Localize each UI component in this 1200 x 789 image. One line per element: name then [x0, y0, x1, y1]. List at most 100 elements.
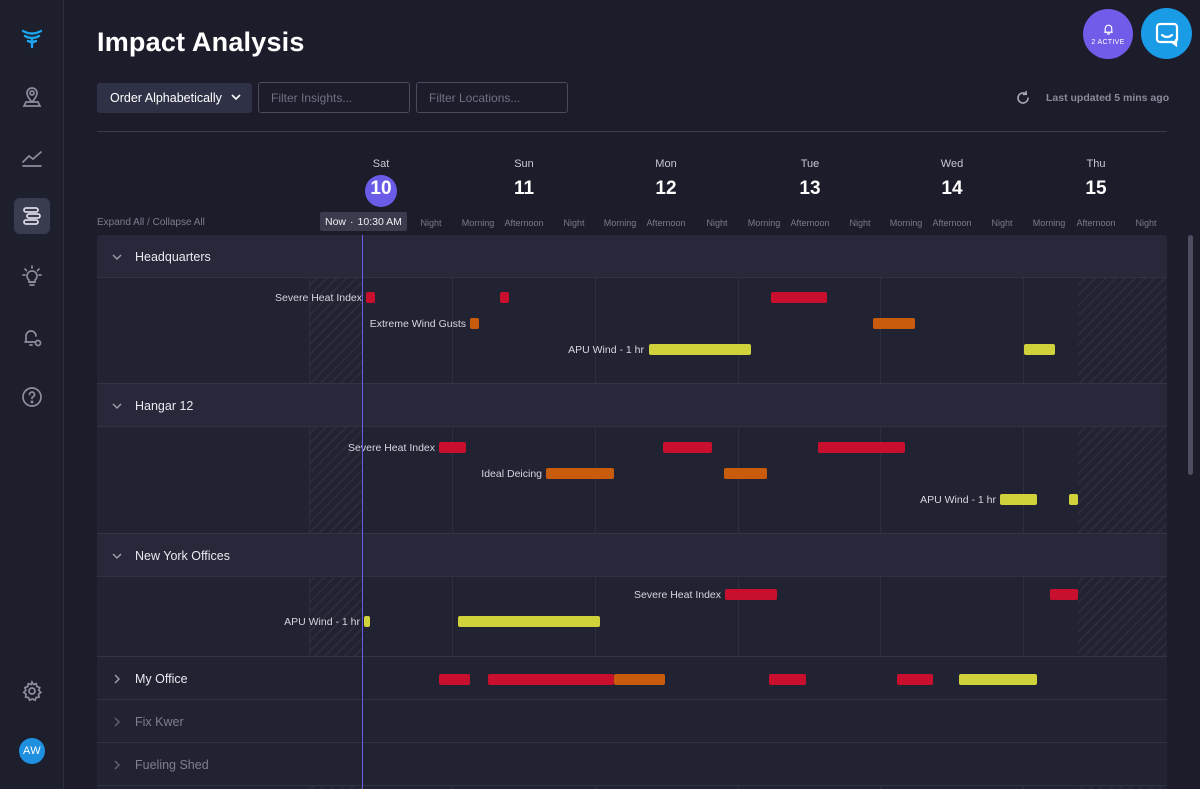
now-separator: · [350, 215, 354, 228]
impact-bar[interactable] [470, 318, 479, 329]
day-name: Sun [514, 158, 534, 170]
impact-bar[interactable] [364, 616, 370, 627]
insight-label: Ideal Deicing [481, 468, 542, 480]
order-select[interactable]: Order Alphabetically [97, 83, 252, 113]
expand-collapse-link[interactable]: Expand All / Collapse All [97, 217, 205, 228]
group-header-fueling-shed[interactable]: Fueling Shed [97, 743, 1167, 786]
grid-line [738, 235, 739, 789]
day-number: 12 [655, 178, 677, 199]
period-label: Night [420, 218, 442, 228]
group-name: My Office [135, 672, 188, 686]
impact-bar[interactable] [500, 292, 509, 303]
insight-label: Severe Heat Index [275, 292, 362, 304]
impact-bar[interactable] [959, 674, 1037, 685]
day-number: 14 [941, 178, 963, 199]
insight-label: APU Wind - 1 hr [920, 494, 996, 506]
help-icon[interactable] [14, 379, 50, 415]
period-label: Afternoon [790, 218, 830, 228]
alert-settings-icon[interactable] [14, 319, 50, 355]
impact-bar[interactable] [873, 318, 915, 329]
impact-bar[interactable] [649, 344, 751, 355]
impact-bar[interactable] [458, 616, 600, 627]
impact-bar[interactable] [439, 442, 466, 453]
impact-bar[interactable] [614, 674, 665, 685]
impact-bar[interactable] [1050, 589, 1078, 600]
period-label: Afternoon [932, 218, 972, 228]
group-name: New York Offices [135, 549, 230, 563]
insight-label: Severe Heat Index [348, 442, 435, 454]
trending-chart-icon[interactable] [14, 139, 50, 175]
impact-bar[interactable] [724, 468, 767, 479]
group-name: Fueling Shed [135, 758, 209, 772]
impact-bar[interactable] [769, 674, 806, 685]
order-select-label: Order Alphabetically [110, 91, 222, 105]
timeline-icon[interactable] [14, 198, 50, 234]
period-label: Night [706, 218, 728, 228]
impact-bar[interactable] [897, 674, 933, 685]
group-header-my-office[interactable]: My Office [97, 657, 1167, 700]
impact-bar[interactable] [771, 292, 827, 303]
chevron-down-icon [231, 94, 241, 101]
period-label: Morning [603, 218, 637, 228]
now-indicator-label: Now · 10:30 AM [320, 212, 407, 231]
group-header-new-york-offices[interactable]: New York Offices [97, 534, 1167, 577]
active-alerts-button[interactable]: 2 ACTIVE [1083, 9, 1133, 59]
impact-bar[interactable] [546, 468, 614, 479]
insight-label: Extreme Wind Gusts [369, 318, 466, 330]
chevron-right-icon [114, 674, 121, 684]
period-label: Night [991, 218, 1013, 228]
day-name: Mon [655, 158, 677, 170]
settings-icon[interactable] [14, 673, 50, 709]
day-name: Wed [940, 158, 964, 170]
chevron-right-icon [114, 760, 121, 770]
impact-bar[interactable] [1069, 494, 1078, 505]
grid-line [309, 235, 310, 789]
day-number: 15 [1085, 178, 1107, 199]
filter-locations-input[interactable] [416, 82, 568, 113]
impact-bar[interactable] [1024, 344, 1055, 355]
day-number: 10 [370, 178, 392, 199]
scrollbar[interactable] [1188, 235, 1193, 475]
impact-bar[interactable] [818, 442, 905, 453]
chevron-down-icon [112, 553, 122, 560]
grid-line [880, 235, 881, 789]
group-name: Hangar 12 [135, 399, 194, 413]
impact-bar[interactable] [366, 292, 375, 303]
chat-button[interactable] [1141, 8, 1192, 59]
timeline-grid: Headquarters Severe Heat Index Extreme W… [97, 235, 1167, 789]
impact-bar[interactable] [725, 589, 777, 600]
impact-bar[interactable] [1000, 494, 1037, 505]
group-header-hangar-12[interactable]: Hangar 12 [97, 384, 1167, 427]
period-label: Afternoon [504, 218, 544, 228]
now-label: Now [325, 215, 347, 228]
lightbulb-icon[interactable] [14, 259, 50, 295]
now-line [362, 235, 363, 789]
last-updated-text: Last updated 5 mins ago [1046, 92, 1170, 104]
period-label: Night [563, 218, 585, 228]
period-label: Morning [747, 218, 781, 228]
impact-bar[interactable] [439, 674, 470, 685]
sidebar: AW [0, 0, 64, 789]
day-number: 11 [513, 178, 535, 199]
group-body: Severe Heat Index Extreme Wind Gusts APU… [97, 278, 1167, 384]
period-label: Morning [461, 218, 495, 228]
group-header-headquarters[interactable]: Headquarters [97, 235, 1167, 278]
chevron-down-icon [112, 403, 122, 410]
refresh-icon[interactable] [1015, 90, 1031, 106]
impact-bar[interactable] [663, 442, 712, 453]
now-time: 10:30 AM [357, 215, 402, 228]
group-header-fix-kwer[interactable]: Fix Kwer [97, 700, 1167, 743]
chevron-right-icon [114, 717, 121, 727]
page-title: Impact Analysis [97, 27, 305, 57]
impact-bar[interactable] [488, 674, 614, 685]
logo-icon[interactable] [14, 20, 50, 56]
insight-label: Severe Heat Index [634, 589, 721, 601]
avatar[interactable]: AW [19, 738, 45, 764]
day-name: Thu [1086, 158, 1106, 170]
grid-line [452, 235, 453, 789]
group-body: Severe Heat Index APU Wind - 1 hr [97, 577, 1167, 657]
chat-icon [1155, 22, 1178, 47]
location-pin-icon[interactable] [14, 79, 50, 115]
filter-insights-input[interactable] [258, 82, 410, 113]
grid-line [595, 235, 596, 789]
